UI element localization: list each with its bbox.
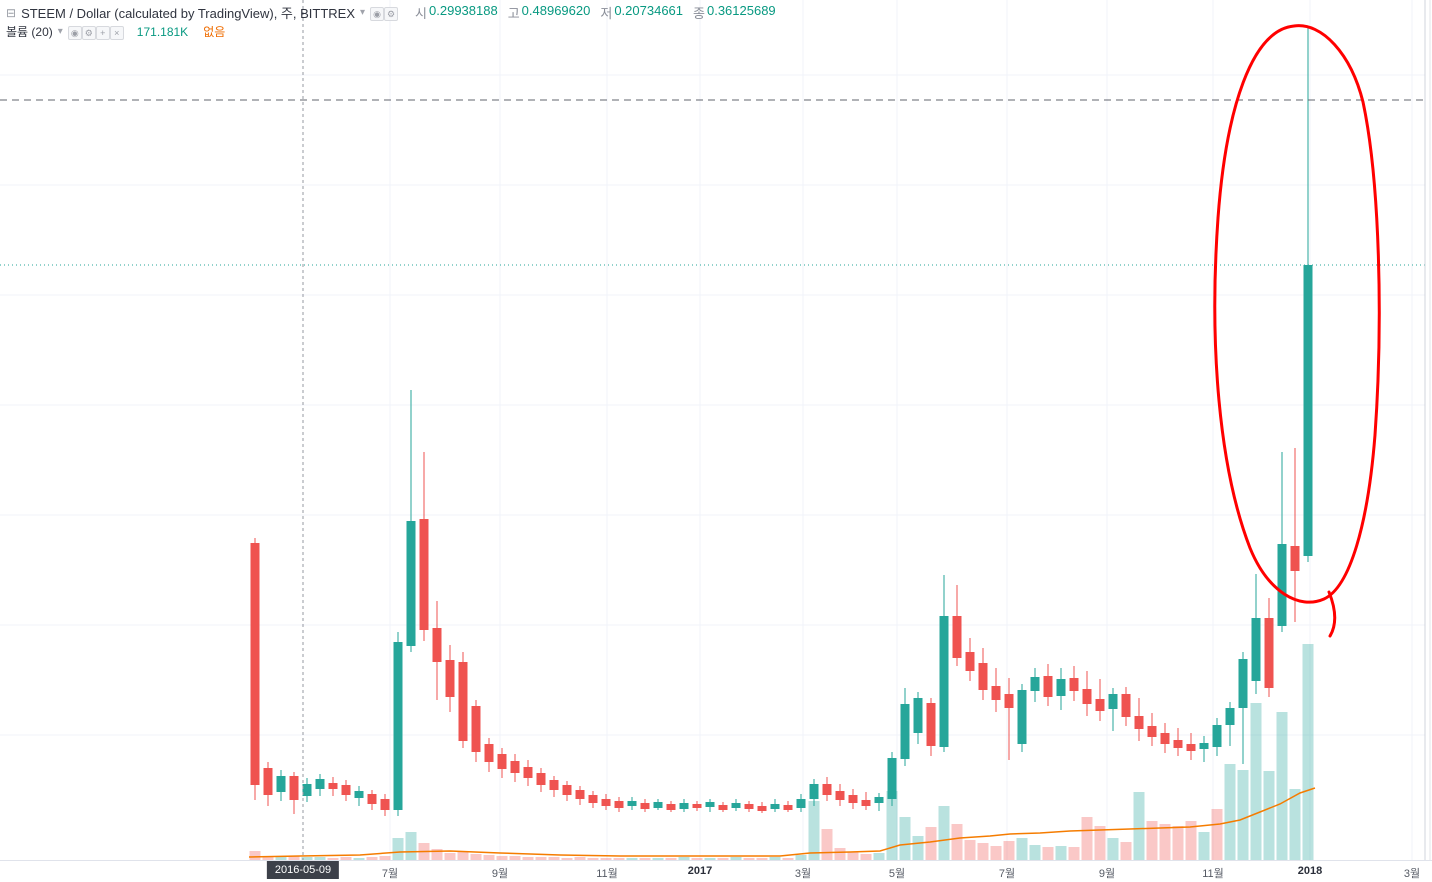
high-label: 고 — [507, 6, 520, 21]
plus-icon[interactable]: + — [95, 25, 110, 40]
time-axis-label: 11월 — [1202, 868, 1224, 880]
ohlc-readout: 시 0.29938188 고 0.48969620 저 0.20734661 종… — [415, 3, 776, 22]
time-axis-label: 5월 — [888, 868, 906, 880]
eye-icon[interactable]: ◉ — [370, 6, 385, 21]
low-readout: 저 0.20734661 — [600, 3, 683, 22]
gear-icon[interactable]: ⚙ — [384, 6, 399, 21]
chevron-down-icon[interactable]: ▾ — [360, 7, 366, 18]
chart-legend: ⊟ STEEM / Dollar (calculated by TradingV… — [6, 3, 776, 41]
low-value: 0.20734661 — [614, 3, 684, 18]
indicator-row: 볼륨 (20) ▾ ◉ ⚙ + × 171.181K 없음 — [6, 22, 776, 41]
time-axis-label: 2017 — [687, 865, 713, 877]
close-value: 0.36125689 — [706, 3, 776, 18]
collapse-panel-icon[interactable]: ⊟ — [6, 5, 17, 20]
open-readout: 시 0.29938188 — [415, 3, 498, 22]
chevron-down-icon[interactable]: ▾ — [57, 26, 63, 37]
symbol-row-icons: ◉ ⚙ — [370, 4, 399, 22]
eye-icon[interactable]: ◉ — [67, 25, 82, 40]
close-label: 종 — [693, 6, 705, 21]
time-axis-label: 3월 — [1403, 868, 1421, 880]
open-value: 0.29938188 — [429, 3, 498, 18]
crosshair-date-tooltip: 2016-05-09 — [266, 861, 340, 879]
high-readout: 고 0.48969620 — [508, 3, 591, 22]
low-label: 저 — [600, 6, 613, 21]
time-axis-label: 7월 — [998, 868, 1016, 880]
close-readout: 종 0.36125689 — [693, 3, 776, 22]
volume-state: 없음 — [203, 25, 226, 39]
time-axis[interactable]: 7월 9월 11월 2017 3월 5월 7월 9월 11월 2018 3월 — [0, 860, 1432, 882]
time-axis-label: 7월 — [381, 868, 399, 880]
gear-icon[interactable]: ⚙ — [81, 25, 96, 40]
volume-value: 171.181K — [136, 24, 189, 39]
time-axis-label: 9월 — [491, 868, 509, 880]
symbol-title[interactable]: STEEM / Dollar (calculated by TradingVie… — [21, 6, 356, 21]
indicator-row-icons: ◉ ⚙ + × — [67, 23, 124, 41]
time-axis-label: 3월 — [794, 868, 812, 880]
close-icon[interactable]: × — [109, 25, 124, 40]
time-axis-label: 9월 — [1098, 868, 1116, 880]
volume-indicator-title[interactable]: 볼륨 (20) — [6, 25, 53, 39]
open-label: 시 — [415, 6, 428, 21]
high-value: 0.48969620 — [521, 3, 591, 18]
time-axis-label: 11월 — [596, 868, 618, 880]
symbol-row: ⊟ STEEM / Dollar (calculated by TradingV… — [6, 3, 776, 22]
time-axis-label: 2018 — [1297, 865, 1323, 877]
